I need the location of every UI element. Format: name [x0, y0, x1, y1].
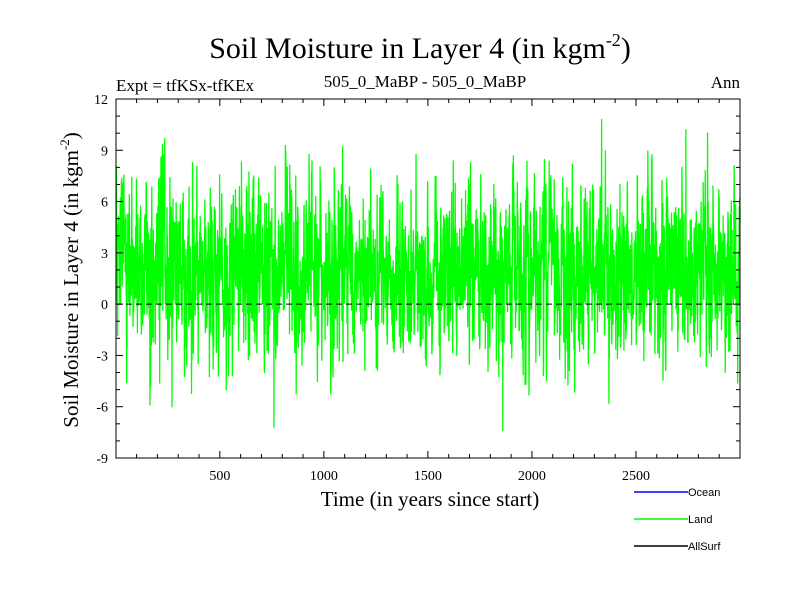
- y-tick-label: -9: [96, 452, 108, 467]
- subtitle-center: 505_0_MaBP - 505_0_MaBP: [324, 72, 526, 91]
- y-tick-label: 3: [101, 247, 108, 262]
- chart-title: Soil Moisture in Layer 4 (in kgm-2): [209, 30, 631, 65]
- subtitle-right: Ann: [711, 73, 741, 92]
- y-axis-label: Soil Moisture in Layer 4 (in kgm-2): [57, 132, 83, 427]
- legend: Ocean Land AllSurf: [634, 487, 721, 553]
- y-tick-label: -6: [96, 401, 108, 416]
- y-tick-label: 0: [101, 298, 108, 313]
- x-axis-label: Time (in years since start): [321, 487, 540, 511]
- x-tick-label: 500: [209, 469, 230, 484]
- x-tick-label: 2000: [518, 469, 546, 484]
- subtitle-left: Expt = tfKSx-tfKEx: [116, 76, 255, 95]
- plot-area: -9 -6 -3 0 3 6 9 12 500 1000 1500 2000 2500: [94, 93, 741, 484]
- x-tick-label: 1500: [414, 469, 442, 484]
- y-tick-label: 9: [101, 144, 108, 159]
- y-tick-label: 12: [94, 93, 108, 108]
- y-tick-label: -3: [96, 349, 108, 364]
- x-tick-label: 1000: [310, 469, 338, 484]
- y-tick-label: 6: [101, 196, 108, 211]
- series-line-land: [115, 118, 741, 432]
- legend-label-ocean: Ocean: [688, 487, 720, 499]
- legend-label-allsurf: AllSurf: [688, 541, 721, 553]
- x-tick-label: 2500: [622, 469, 650, 484]
- legend-label-land: Land: [688, 514, 712, 526]
